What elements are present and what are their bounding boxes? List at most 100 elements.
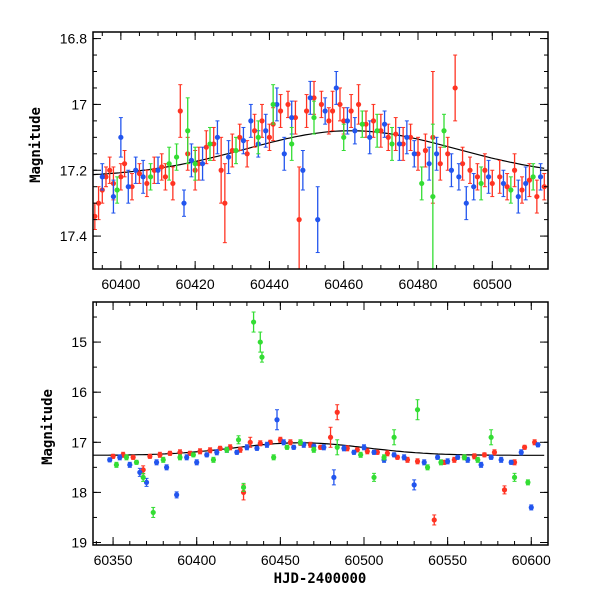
bottom-data-point [264,442,270,448]
bottom-axes-frame [92,301,549,546]
top-data-point [463,200,469,206]
top-data-point [300,167,306,173]
top-data-point [333,85,339,91]
bottom-data-point [528,504,534,511]
top-data-point [422,147,429,154]
bottom-data-point [455,454,461,460]
top-data-point [266,134,273,140]
bottom-data-point [334,444,340,450]
top-data-point [196,161,202,167]
top-data-point [311,95,317,101]
bottom-data-point [113,462,120,468]
top-data-point [263,128,269,134]
bottom-data-point [414,458,421,464]
top-data-point [307,95,313,101]
bottom-data-point [311,447,317,453]
top-data-point [281,151,287,157]
top-data-point [485,174,492,180]
bottom-data-point [491,449,498,455]
top-data-point [530,174,536,180]
top-data-point [248,118,254,124]
bottom-data-point [521,444,528,450]
bottom-data-point [257,339,263,345]
bottom-data-point [259,354,265,360]
top-data-point [456,174,462,180]
top-data-point [385,134,391,140]
bottom-data-point [117,454,123,460]
bottom-data-point [153,459,160,465]
top-data-point [374,128,380,134]
top-data-point [95,200,102,206]
top-data-point [166,161,172,167]
top-data-point [199,161,206,167]
bottom-data-point [174,492,180,498]
bottom-data-point [334,409,340,415]
bottom-data-point [525,479,531,485]
bottom-series-2 [113,311,531,518]
bottom-y-tick-label: 18 [71,484,87,500]
top-data-point [393,131,399,137]
bottom-data-point [481,452,488,458]
top-data-point [170,180,176,187]
bottom-series-1 [107,409,541,511]
top-data-point [437,161,443,167]
bottom-data-point [250,319,257,325]
bottom-data-point [461,454,467,460]
bottom-data-point [424,464,431,470]
top-data-point [110,193,117,200]
top-data-point [326,118,332,124]
bottom-data-point [421,459,427,465]
bottom-data-point [234,449,240,455]
bottom-data-point [384,450,391,456]
bottom-data-point [341,445,347,451]
top-data-point [389,141,395,147]
top-y-tick-label: 17.4 [60,228,87,244]
top-data-point [296,217,302,223]
bottom-data-point [150,509,156,516]
top-y-axis-title: Magnitude [28,107,44,183]
bottom-data-point [197,448,203,454]
top-data-point [237,134,243,140]
bottom-y-tick-label: 17 [71,434,87,450]
bottom-data-point [140,474,146,480]
bottom-plot-area [93,311,545,526]
bottom-data-point [508,459,514,465]
bottom-data-point [371,449,377,455]
bottom-data-point [411,482,417,488]
top-data-point [337,101,343,108]
top-data-point [515,193,521,200]
top-data-point [192,161,198,167]
bottom-data-point [244,444,250,450]
top-data-point [136,170,143,177]
bottom-data-point [358,452,364,458]
bottom-data-point [224,447,230,453]
top-x-tick-label: 60480 [399,276,438,292]
top-data-point [207,141,213,147]
bottom-data-point [177,454,183,460]
bottom-data-point [164,464,170,470]
bottom-data-point [434,454,441,460]
bottom-data-point [130,454,136,460]
top-data-point [341,118,347,124]
top-data-point [370,118,377,124]
top-data-point [315,217,321,223]
bottom-data-point [177,449,183,455]
top-data-point [497,174,503,180]
top-data-point [348,108,354,114]
top-data-point [289,141,295,147]
bottom-data-point [401,454,407,460]
top-data-point [352,128,358,134]
bottom-data-point [240,484,247,490]
bottom-data-point [291,444,297,450]
top-data-point [270,101,276,108]
bottom-data-point [498,457,504,463]
top-data-point [526,177,533,183]
top-data-point [99,174,105,180]
bottom-y-tick-label: 15 [71,334,87,350]
bottom-data-point [160,457,166,463]
bottom-data-point [414,407,421,413]
top-data-point [318,101,325,108]
top-data-point [537,174,544,180]
bottom-x-tick-label: 60500 [345,552,384,568]
